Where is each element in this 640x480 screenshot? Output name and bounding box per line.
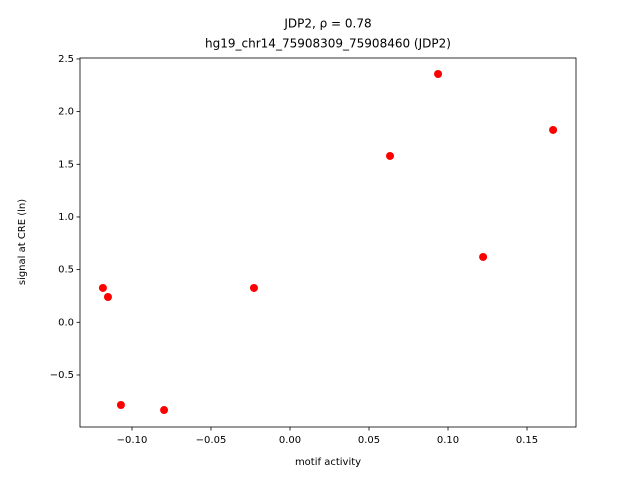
x-tick-label: 0.10 xyxy=(437,435,459,446)
point xyxy=(479,252,488,261)
point xyxy=(116,400,125,409)
y-tick-label: 1.0 xyxy=(58,212,74,223)
x-tick-label: 0.00 xyxy=(279,435,301,446)
y-axis-label: signal at CRE (ln) xyxy=(17,199,28,285)
x-tick-label: −0.10 xyxy=(117,435,148,446)
y-tick-label: 2.5 xyxy=(58,54,74,65)
y-tick-label: −0.5 xyxy=(50,370,74,381)
point xyxy=(434,70,443,79)
point xyxy=(249,283,258,292)
chart-title: JDP2, ρ = 0.78 xyxy=(283,17,371,31)
chart-subtitle: hg19_chr14_75908309_75908460 (JDP2) xyxy=(205,37,451,51)
plot-frame xyxy=(79,57,577,428)
y-tick-label: 0.0 xyxy=(58,317,74,328)
x-tick-label: 0.15 xyxy=(516,435,538,446)
point xyxy=(386,151,395,160)
point xyxy=(160,406,169,415)
x-tick-label: −0.05 xyxy=(196,435,227,446)
y-tick-label: 0.5 xyxy=(58,265,74,276)
point xyxy=(549,125,558,134)
y-tick-label: 2.0 xyxy=(58,107,74,118)
point xyxy=(98,283,107,292)
x-tick-label: 0.05 xyxy=(358,435,380,446)
point xyxy=(103,293,112,302)
y-tick-label: 1.5 xyxy=(58,159,74,170)
x-axis-label: motif activity xyxy=(295,457,361,468)
